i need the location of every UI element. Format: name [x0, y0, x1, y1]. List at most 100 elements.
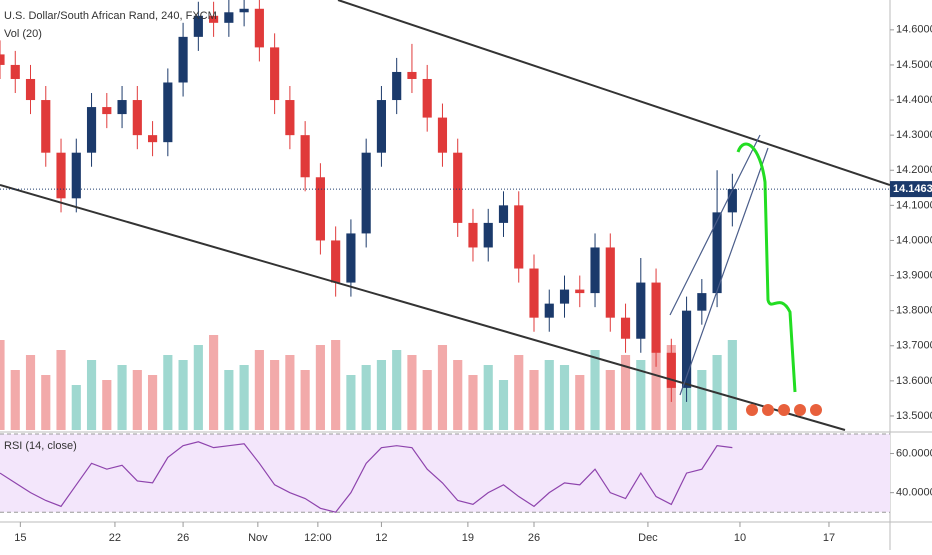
volume-bar [376, 360, 387, 430]
volume-bar [300, 370, 310, 430]
x-tick-label: 12 [375, 532, 387, 544]
candle-body [239, 8, 249, 13]
volume-bar [590, 350, 600, 430]
candle-body [697, 293, 707, 311]
volume-bar [468, 375, 478, 430]
volume-bar [346, 375, 356, 430]
candle-body [727, 189, 737, 213]
volume-bar [620, 355, 631, 430]
candle-body [681, 310, 692, 388]
volume-bar [132, 370, 142, 430]
volume-bar [209, 335, 219, 430]
volume-bar [453, 360, 463, 430]
candle-body [25, 78, 36, 101]
volume-bar [605, 370, 615, 430]
volume-bar [514, 355, 524, 430]
rsi-band [0, 433, 890, 513]
candle-body [712, 212, 722, 294]
y-tick-label: 13.60000 [896, 375, 932, 387]
candle-body [468, 222, 478, 248]
candle-body [407, 71, 417, 79]
y-tick-label: 13.90000 [896, 269, 932, 281]
volume-title: Vol (20) [4, 28, 42, 40]
y-tick-label: 13.80000 [896, 305, 932, 317]
volume-bar [437, 345, 448, 430]
candle-body [620, 317, 631, 339]
candle-body [636, 282, 646, 339]
x-tick-label: Dec [638, 532, 658, 544]
chart-title: U.S. Dollar/South African Rand, 240, FXC… [4, 10, 217, 22]
candle-body [422, 78, 432, 118]
volume-bar [10, 370, 20, 430]
volume-bar [331, 340, 341, 430]
rsi-line [0, 441, 733, 513]
candle-body [392, 71, 402, 101]
candle-body [270, 47, 280, 101]
volume-bar [254, 350, 264, 430]
candle-body [605, 247, 615, 318]
trend-line [337, 0, 891, 186]
x-tick-label: Nov [248, 532, 268, 544]
volume-bar [86, 360, 97, 430]
volume-bar [529, 370, 539, 430]
volume-bar [163, 355, 173, 430]
volume-bar [147, 375, 158, 430]
y-tick-label: 14.10000 [896, 199, 932, 211]
projection-path [736, 142, 797, 393]
trend-line [0, 184, 846, 431]
volume-bar [575, 375, 585, 430]
volume-layer [0, 335, 737, 430]
candle-body [163, 82, 173, 143]
y-tick-label: 14.40000 [896, 94, 932, 106]
candle-body [193, 15, 203, 37]
volume-bar [483, 365, 493, 430]
candle-body [254, 8, 264, 48]
x-tick-label: 26 [528, 532, 540, 544]
last-price-tag [890, 181, 932, 198]
event-icon [778, 404, 790, 416]
candle-body [102, 107, 112, 115]
x-tick-label: 26 [177, 532, 189, 544]
candle-body [376, 100, 387, 153]
candle-body [147, 135, 158, 143]
candle-body [132, 100, 142, 136]
candle-body [86, 107, 97, 153]
volume-bar [71, 385, 81, 430]
y-tick-label: 14.00000 [896, 234, 932, 246]
candle-body [544, 303, 554, 318]
y-tick-label: 14.60000 [896, 24, 932, 36]
event-icon [810, 404, 822, 416]
event-icon [746, 404, 758, 416]
x-tick-label: 22 [109, 532, 121, 544]
channel-line [669, 134, 761, 316]
candle-body [559, 289, 570, 304]
candle-body [300, 135, 310, 178]
candle-body [224, 12, 234, 23]
candle-body [315, 177, 325, 241]
volume-bar [25, 355, 36, 430]
volume-bar [727, 340, 737, 430]
candle-body [453, 152, 463, 223]
candle-body [209, 15, 219, 23]
y-tick-label: 14.30000 [896, 129, 932, 141]
candle-body [529, 268, 539, 318]
volume-bar [697, 370, 707, 430]
y-tick-label: 60.0000 [896, 447, 932, 459]
y-tick-label: 14.20000 [896, 164, 932, 176]
candle-body [514, 205, 524, 269]
candle-body [71, 152, 81, 199]
volume-bar [193, 345, 203, 430]
y-tick-label: 13.50000 [896, 410, 932, 422]
candle-body [10, 64, 20, 79]
candle-body [0, 54, 5, 65]
candle-body [498, 205, 509, 223]
event-icon [762, 404, 774, 416]
volume-bar [392, 350, 402, 430]
event-icons [746, 404, 822, 416]
candle-body [575, 289, 585, 294]
rsi-band-layer [0, 433, 890, 513]
volume-bar [224, 370, 234, 430]
volume-bar [41, 375, 51, 430]
event-icon [794, 404, 806, 416]
